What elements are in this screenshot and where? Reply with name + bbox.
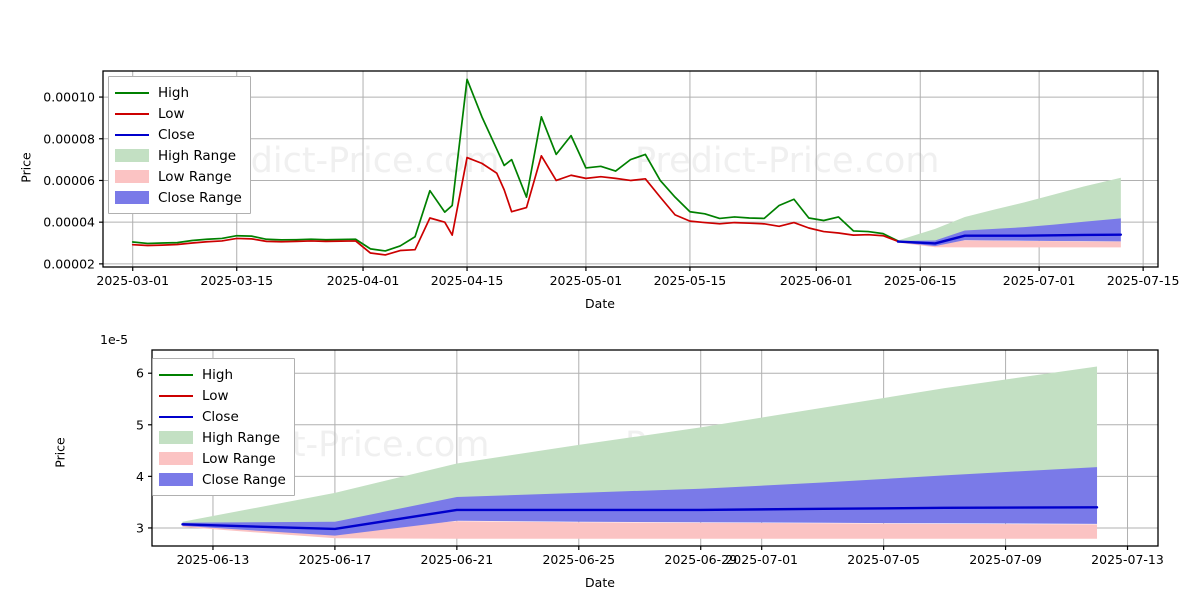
x-tick-label: 2025-06-01 — [780, 273, 853, 288]
y-tick-label: 0.00008 — [43, 131, 95, 146]
bottom-y-offset-label: 1e-5 — [100, 332, 129, 347]
top-price-chart: Predict-Price.comPredict-Price.comPredic… — [0, 0, 1200, 311]
x-tick-label: 2025-06-21 — [421, 552, 494, 567]
y-tick-label: 6 — [136, 366, 144, 381]
legend-item-low: Low — [159, 385, 286, 406]
legend-label: Low Range — [202, 450, 276, 467]
plot-mask-left — [0, 310, 152, 600]
legend-item-close-range: Close Range — [159, 469, 286, 490]
x-tick-label: 2025-06-15 — [884, 273, 957, 288]
x-tick-label: 2025-07-13 — [1091, 552, 1164, 567]
bottom-forecast-chart: Predict-Price.comPredict-Price.com345620… — [0, 310, 1200, 600]
legend-item-high-range: High Range — [159, 427, 286, 448]
top-y-axis-label: Price — [18, 152, 34, 183]
plot-mask-right — [1159, 310, 1200, 600]
plot-mask-bottom — [0, 547, 1200, 600]
legend-label: Low Range — [158, 168, 232, 185]
legend-label: High Range — [202, 429, 281, 446]
legend-item-close-range: Close Range — [115, 187, 242, 208]
legend-swatch-icon — [159, 389, 193, 402]
x-tick-label: 2025-06-17 — [299, 552, 372, 567]
legend-swatch-icon — [115, 170, 149, 183]
x-tick-label: 2025-03-15 — [200, 273, 273, 288]
legend-swatch-icon — [159, 368, 193, 381]
legend-label: Close — [158, 126, 195, 143]
plot-frame — [102, 70, 1159, 268]
legend-label: High — [202, 366, 234, 383]
y-tick-label: 4 — [136, 469, 144, 484]
legend-swatch-icon — [159, 431, 193, 444]
legend-item-close: Close — [159, 406, 286, 427]
plot-mask-left — [0, 0, 103, 310]
x-tick-label: 2025-07-01 — [725, 552, 798, 567]
legend-item-high: High — [115, 82, 242, 103]
x-tick-label: 2025-04-01 — [327, 273, 400, 288]
y-tick-label: 0.00002 — [43, 256, 95, 271]
close-price-line — [181, 506, 1099, 531]
legend-swatch-icon — [115, 107, 149, 120]
legend-swatch-icon — [115, 149, 149, 162]
top-x-axis-label: Date — [585, 296, 615, 311]
legend-swatch-icon — [115, 86, 149, 99]
bottom-chart-legend: High Low Close High Range Low Range Close Ran… — [152, 358, 295, 496]
bottom-x-axis-label: Date — [585, 575, 615, 590]
top-chart-legend: High Low Close High Range Low Range Close Ran… — [108, 76, 251, 214]
high-price-line — [131, 78, 899, 252]
plot-mask-bottom — [0, 268, 1200, 310]
legend-item-low-range: Low Range — [159, 448, 286, 469]
bottom-y-axis-label: Price — [52, 437, 68, 468]
x-tick-label: 2025-06-25 — [542, 552, 615, 567]
legend-label: Close Range — [158, 189, 242, 206]
x-tick-label: 2025-06-13 — [177, 552, 250, 567]
close-price-line — [896, 233, 1123, 245]
x-tick-label: 2025-06-29 — [664, 552, 737, 567]
y-tick-label: 5 — [136, 417, 144, 432]
legend-swatch-icon — [115, 191, 149, 204]
legend-swatch-icon — [115, 128, 149, 141]
legend-label: Low — [158, 105, 185, 122]
x-tick-label: 2025-05-01 — [550, 273, 623, 288]
legend-label: Low — [202, 387, 229, 404]
x-tick-label: 2025-03-01 — [96, 273, 169, 288]
watermark-text: Predict-Price.com — [635, 141, 939, 181]
y-tick-label: 3 — [136, 520, 144, 535]
x-tick-label: 2025-05-15 — [654, 273, 727, 288]
plot-mask-top — [0, 0, 1200, 71]
x-tick-label: 2025-07-05 — [847, 552, 920, 567]
bottom-chart-canvas: Predict-Price.comPredict-Price.com345620… — [0, 310, 1200, 600]
close-range-band — [182, 467, 1098, 536]
legend-item-low: Low — [115, 103, 242, 124]
legend-swatch-icon — [159, 473, 193, 486]
plot-mask-right — [1159, 0, 1200, 310]
legend-label: Close — [202, 408, 239, 425]
legend-item-high: High — [159, 364, 286, 385]
x-tick-label: 2025-07-01 — [1003, 273, 1076, 288]
top-chart-canvas: Predict-Price.comPredict-Price.comPredic… — [0, 0, 1200, 310]
y-tick-label: 0.00006 — [43, 173, 95, 188]
legend-label: High — [158, 84, 190, 101]
legend-label: High Range — [158, 147, 237, 164]
legend-swatch-icon — [159, 410, 193, 423]
legend-item-close: Close — [115, 124, 242, 145]
legend-item-high-range: High Range — [115, 145, 242, 166]
plot-mask-top — [0, 310, 1200, 350]
low-price-line — [131, 155, 899, 256]
y-tick-label: 0.00010 — [43, 90, 95, 105]
legend-swatch-icon — [159, 452, 193, 465]
legend-label: Close Range — [202, 471, 286, 488]
y-tick-label: 0.00004 — [43, 215, 95, 230]
legend-item-low-range: Low Range — [115, 166, 242, 187]
x-tick-label: 2025-07-15 — [1107, 273, 1180, 288]
x-tick-label: 2025-07-09 — [969, 552, 1042, 567]
x-tick-label: 2025-04-15 — [431, 273, 504, 288]
